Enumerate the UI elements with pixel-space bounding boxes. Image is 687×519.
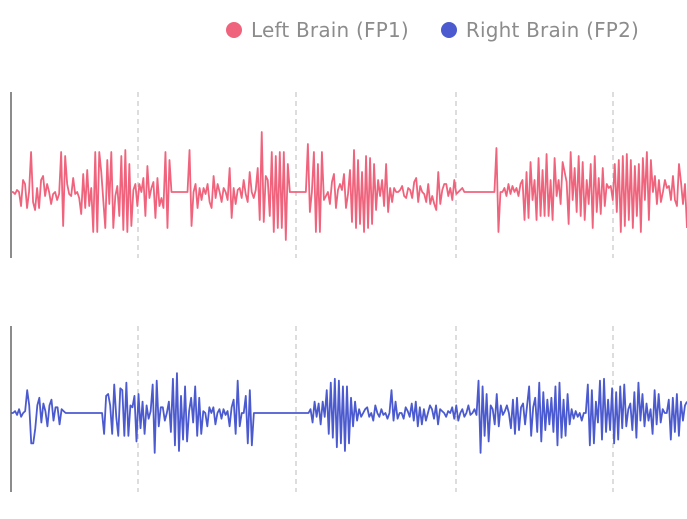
legend-item-left-brain[interactable]: Left Brain (FP1) [226,18,409,42]
series-line-right-brain [11,372,687,454]
legend-item-right-brain[interactable]: Right Brain (FP2) [440,18,639,42]
legend-dot-left [226,22,243,38]
legend-dot-right [440,22,457,38]
series-line-left-brain [11,131,687,241]
chart-legend: Left Brain (FP1) Right Brain (FP2) [226,18,639,42]
legend-label-left: Left Brain (FP1) [251,18,409,42]
legend-label-right: Right Brain (FP2) [465,18,639,42]
